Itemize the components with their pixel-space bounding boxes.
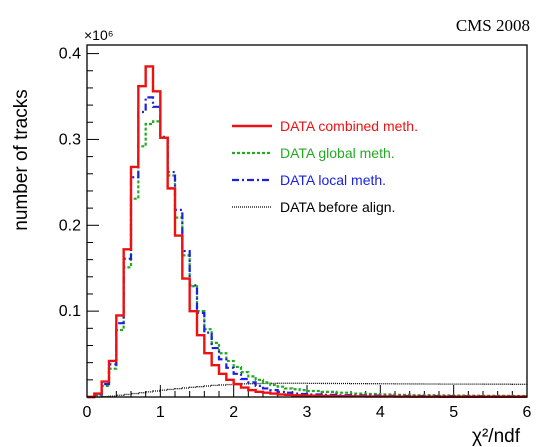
series-line-0 — [87, 65, 527, 399]
y-tick-label: 0.1 — [59, 303, 81, 320]
histogram-series — [87, 65, 527, 399]
legend-entry-2: DATA local meth. — [280, 172, 386, 188]
x-tick-label: 4 — [376, 404, 385, 421]
x-tick-label: 6 — [523, 404, 532, 421]
axis-ticks: 0 1 2 3 4 5 6 0.1 0.2 0.3 0.4 — [59, 46, 532, 421]
legend-entry-1: DATA global meth. — [280, 145, 395, 161]
x-tick-label: 5 — [449, 404, 458, 421]
x-tick-label: 3 — [303, 404, 312, 421]
x-tick-label: 0 — [83, 404, 92, 421]
x-axis-label: χ²/ndf — [472, 426, 521, 447]
x-tick-label: 2 — [229, 404, 238, 421]
cms-annotation: CMS 2008 — [456, 16, 530, 35]
x-tick-label: 1 — [156, 404, 165, 421]
y-axis-label: number of tracks — [11, 89, 32, 231]
y-tick-label: 0.2 — [59, 217, 81, 234]
y-multiplier-label: ×10⁶ — [84, 27, 114, 43]
series-line-2 — [87, 96, 527, 399]
y-tick-label: 0.4 — [59, 46, 81, 63]
plot-frame — [86, 44, 528, 398]
y-tick-label: 0.3 — [59, 131, 81, 148]
legend-entry-0: DATA combined meth. — [280, 118, 418, 134]
legend: DATA combined meth. DATA global meth. DATA… — [232, 118, 418, 215]
legend-entry-3: DATA before align. — [280, 199, 395, 215]
series-line-1 — [87, 120, 527, 399]
